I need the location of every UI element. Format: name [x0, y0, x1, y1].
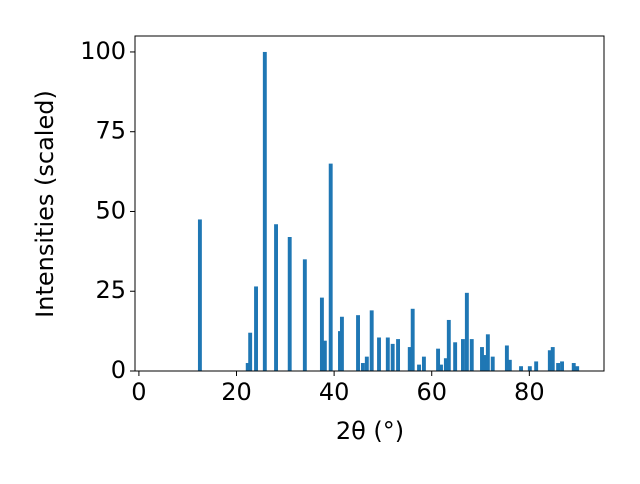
bar: [248, 332, 253, 371]
bar: [322, 340, 327, 371]
bar: [274, 224, 278, 371]
bar: [377, 337, 381, 371]
bar: [262, 51, 267, 371]
bar: [396, 339, 401, 371]
bar: [319, 297, 324, 371]
bar: [571, 363, 576, 371]
bar: [453, 342, 458, 371]
bar: [417, 364, 421, 371]
x-tick-label: 40: [319, 378, 350, 406]
bar: [339, 316, 344, 371]
bar: [385, 337, 390, 371]
bar: [446, 319, 451, 371]
bar: [507, 359, 512, 371]
bar: [469, 339, 474, 371]
bar: [575, 366, 580, 371]
bar: [550, 347, 555, 371]
x-axis-label: 2θ (°): [336, 417, 404, 445]
bar: [245, 363, 250, 371]
bar: [464, 292, 469, 371]
y-axis-label: Intensities (scaled): [31, 90, 59, 318]
y-tick-label: 50: [95, 196, 126, 224]
bar: [302, 259, 307, 371]
y-tick-label: 100: [80, 37, 126, 65]
bar: [197, 219, 202, 371]
axes-frame: [134, 35, 605, 372]
bar: [443, 358, 448, 371]
bar: [410, 308, 415, 371]
bar: [480, 347, 484, 371]
x-tick-label: 20: [221, 378, 252, 406]
bar: [364, 356, 369, 371]
y-tick-label: 0: [111, 356, 126, 384]
x-tick-label: 60: [416, 378, 447, 406]
bar: [436, 348, 441, 371]
y-tick-label: 75: [95, 117, 126, 145]
bar: [287, 237, 292, 371]
bar: [390, 343, 395, 371]
bar: [560, 361, 564, 371]
bar: [369, 310, 374, 371]
bar: [547, 350, 552, 371]
bar: [461, 339, 465, 371]
bar: [254, 286, 258, 371]
bar: [519, 366, 523, 371]
bar: [527, 366, 532, 371]
bar: [421, 356, 426, 371]
bar: [490, 356, 495, 371]
bar: [534, 361, 539, 371]
x-tick-label: 0: [131, 378, 146, 406]
bar: [485, 334, 490, 371]
y-tick-label: 25: [95, 276, 126, 304]
x-tick-label: 80: [514, 378, 545, 406]
bar: [439, 364, 443, 371]
bar: [360, 363, 365, 371]
bar: [504, 345, 509, 371]
bar: [407, 347, 412, 371]
bar: [328, 163, 333, 371]
bar: [482, 355, 487, 371]
bar: [556, 363, 561, 371]
bar: [356, 315, 360, 371]
